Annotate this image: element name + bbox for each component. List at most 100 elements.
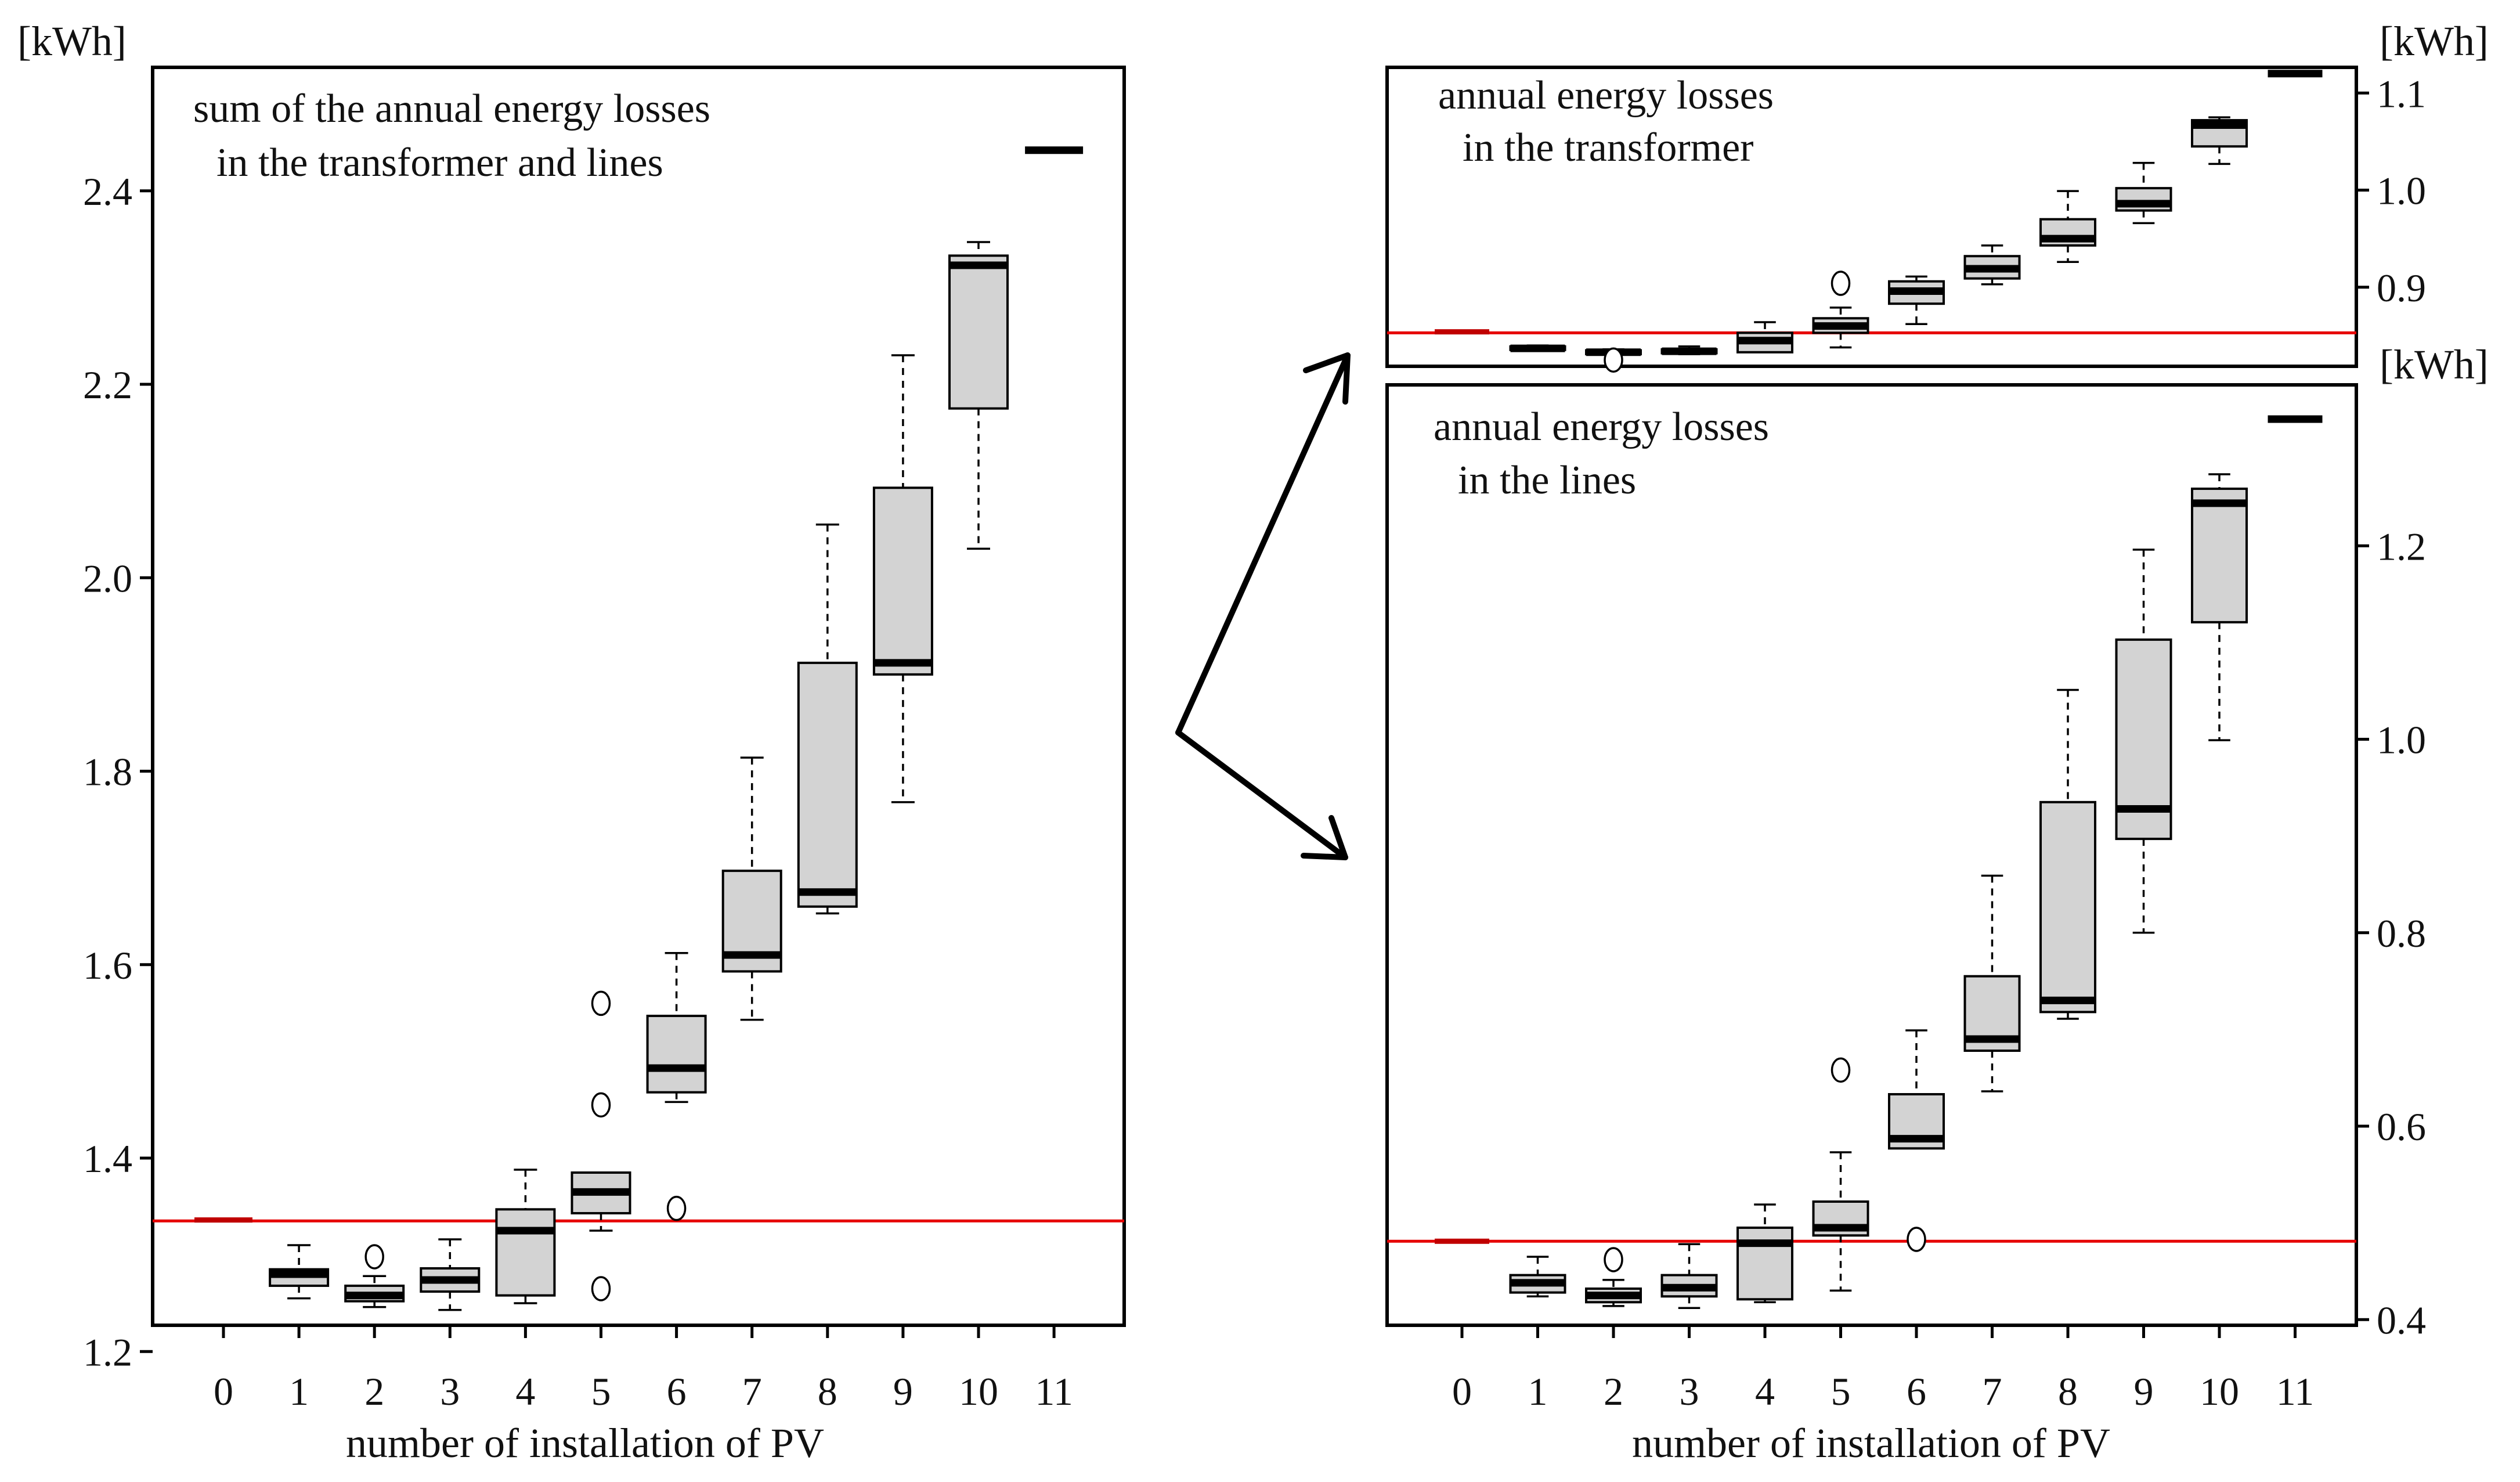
- x-tick-label: 1: [1528, 1369, 1548, 1414]
- box-8: [2039, 688, 2096, 1020]
- box-10: [2191, 116, 2248, 165]
- left-title-line-1: sum of the annual energy losses: [193, 86, 710, 131]
- outlier-point: [591, 990, 611, 1016]
- x-tick-label: 7: [742, 1369, 762, 1414]
- x-tick-label: 10: [959, 1369, 998, 1414]
- x-tick-label: 3: [1680, 1369, 1699, 1414]
- x-tick-label: 8: [818, 1369, 837, 1414]
- y-tick-label: 1.2: [83, 1330, 132, 1374]
- y-tick-label: 2.2: [83, 363, 132, 407]
- x-tick-label: 6: [1907, 1369, 1926, 1414]
- box-2: [1585, 347, 1642, 373]
- iqr-box: [495, 1208, 556, 1297]
- lines-plot-frame: [1385, 383, 2358, 1327]
- x-tick-label: 5: [591, 1369, 611, 1414]
- outlier-point: [1604, 1247, 1623, 1272]
- box-6: [646, 952, 707, 1221]
- outlier-point: [1831, 271, 1851, 296]
- y-tick-label: 0.9: [2377, 266, 2426, 310]
- iqr-box: [948, 254, 1009, 410]
- box-5: [1812, 1057, 1869, 1292]
- box-4: [495, 1169, 556, 1304]
- transformer-plot-frame: [1385, 66, 2358, 368]
- x-tick-label: 3: [440, 1369, 460, 1414]
- x-tick-label: 5: [1831, 1369, 1851, 1414]
- box-9: [2115, 549, 2172, 934]
- outlier-point: [591, 1092, 611, 1118]
- box-3: [1660, 345, 1718, 355]
- box-4: [1736, 1203, 1793, 1304]
- box-10: [2191, 473, 2248, 741]
- lines-title-line-1: annual energy losses: [1434, 405, 1769, 449]
- x-tick-label: 10: [2200, 1369, 2239, 1414]
- iqr-box: [2039, 801, 2096, 1014]
- left-plot-frame: [151, 66, 1126, 1327]
- outlier-point: [364, 1244, 384, 1270]
- outlier-point: [1831, 1057, 1851, 1083]
- x-tick-label: 1: [289, 1369, 309, 1414]
- arrow-to-lines-panel: [1175, 730, 1348, 860]
- left-x-axis-label: number of installation of PV: [346, 1420, 824, 1466]
- box-1: [1509, 344, 1566, 352]
- x-tick-label: 9: [2134, 1369, 2154, 1414]
- iqr-box: [797, 661, 858, 908]
- lines-title-line-2: in the lines: [1458, 458, 1636, 503]
- transformer-title-line-1: annual energy losses: [1438, 73, 1774, 118]
- bottom-right-panel-line-losses: [kWh] annual energy losses in the lines …: [1385, 341, 2489, 1466]
- box-9: [872, 354, 933, 803]
- x-tick-label: 4: [1755, 1369, 1775, 1414]
- x-tick-label: 4: [515, 1369, 535, 1414]
- x-tick-label: 11: [1035, 1369, 1073, 1414]
- iqr-box: [872, 486, 933, 676]
- y-tick-label: 1.1: [2377, 71, 2426, 116]
- arrow-head-lower: [1301, 815, 1348, 860]
- x-tick-label: 9: [893, 1369, 913, 1414]
- y-tick-label: 1.4: [83, 1137, 132, 1181]
- y-tick-label: 1.6: [83, 943, 132, 987]
- y-tick-label: 0.4: [2377, 1298, 2426, 1342]
- box-8: [2039, 190, 2096, 264]
- box-3: [420, 1238, 481, 1311]
- y-tick-label: 2.0: [83, 556, 132, 600]
- box-7: [1963, 874, 2021, 1092]
- y-tick-label: 2.4: [83, 170, 132, 214]
- x-tick-label: 0: [1452, 1369, 1472, 1414]
- x-tick-label: 7: [1983, 1369, 2002, 1414]
- x-tick-label: 2: [1604, 1369, 1623, 1414]
- box-8: [797, 523, 858, 915]
- arrow-head-upper: [1303, 352, 1351, 405]
- left-y-unit-label: [kWh]: [17, 18, 127, 64]
- box-3: [1660, 1243, 1718, 1310]
- transformer-y-unit-label: [kWh]: [2380, 18, 2489, 64]
- box-4: [1736, 321, 1793, 354]
- box-1: [269, 1244, 330, 1300]
- box-5: [1812, 271, 1869, 349]
- box-6: [1888, 275, 1945, 326]
- box-2: [344, 1244, 405, 1308]
- top-right-panel-transformer-losses: [kWh] annual energy losses in the transf…: [1385, 18, 2489, 373]
- y-tick-label: 1.2: [2377, 524, 2426, 568]
- box-6: [1888, 1029, 1945, 1252]
- outlier-point: [1604, 347, 1623, 373]
- y-tick-label: 0.6: [2377, 1105, 2426, 1149]
- x-tick-label: 6: [667, 1369, 687, 1414]
- arrow-to-transformer-panel: [1175, 352, 1351, 735]
- zoom-arrows: [1175, 352, 1351, 860]
- box-7: [721, 756, 782, 1021]
- y-tick-label: 0.8: [2377, 911, 2426, 955]
- x-tick-label: 2: [364, 1369, 384, 1414]
- box-2: [1585, 1247, 1642, 1307]
- box-10: [948, 241, 1009, 550]
- box-1: [1509, 1256, 1566, 1298]
- outlier-point: [591, 1276, 611, 1301]
- iqr-box: [1736, 1226, 1793, 1301]
- box-9: [2115, 161, 2172, 225]
- y-tick-label: 1.0: [2377, 718, 2426, 762]
- outlier-point: [666, 1195, 687, 1221]
- y-tick-label: 1.0: [2377, 169, 2426, 213]
- lines-y-unit-label: [kWh]: [2380, 341, 2489, 388]
- outlier-point: [1907, 1227, 1926, 1252]
- y-tick-label: 1.8: [83, 750, 132, 794]
- lines-x-axis-label: number of installation of PV: [1632, 1420, 2110, 1466]
